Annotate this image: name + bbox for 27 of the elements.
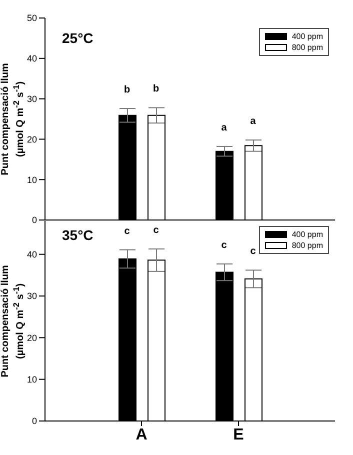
y-tick-label: 20 xyxy=(26,332,37,343)
annotation: a xyxy=(250,116,256,128)
x-tick-label: A xyxy=(136,426,148,444)
chart-title: 35°C xyxy=(62,227,94,243)
legend-label: 400 ppm xyxy=(292,31,323,42)
y-tick-label: 40 xyxy=(26,250,37,260)
y-tick-label: 30 xyxy=(26,291,37,302)
text: 25°C xyxy=(62,30,94,46)
y-tick-label: 50 xyxy=(26,13,37,24)
legend-label: 400 ppm xyxy=(292,229,323,240)
x-tick-label: E xyxy=(233,426,244,444)
annotation: b xyxy=(152,84,160,95)
y-tick-label: 10 xyxy=(26,174,37,185)
annotation: c xyxy=(124,226,130,237)
annotation: c xyxy=(250,246,256,258)
y-tick-label: 20 xyxy=(26,134,37,144)
annotation: c xyxy=(221,240,228,251)
y-tick-label: 0 xyxy=(32,416,37,426)
legend-label: 800 ppm xyxy=(292,240,323,251)
y-tick-label: 10 xyxy=(26,374,37,385)
y-tick-label: 0 xyxy=(32,215,37,226)
y-tick-label: 40 xyxy=(26,54,37,64)
annotation: c xyxy=(153,224,160,236)
annotation: b xyxy=(124,84,130,96)
y-tick-label: 30 xyxy=(26,94,37,104)
legend-label: 800 ppm xyxy=(292,42,323,53)
annotation: a xyxy=(221,122,228,134)
